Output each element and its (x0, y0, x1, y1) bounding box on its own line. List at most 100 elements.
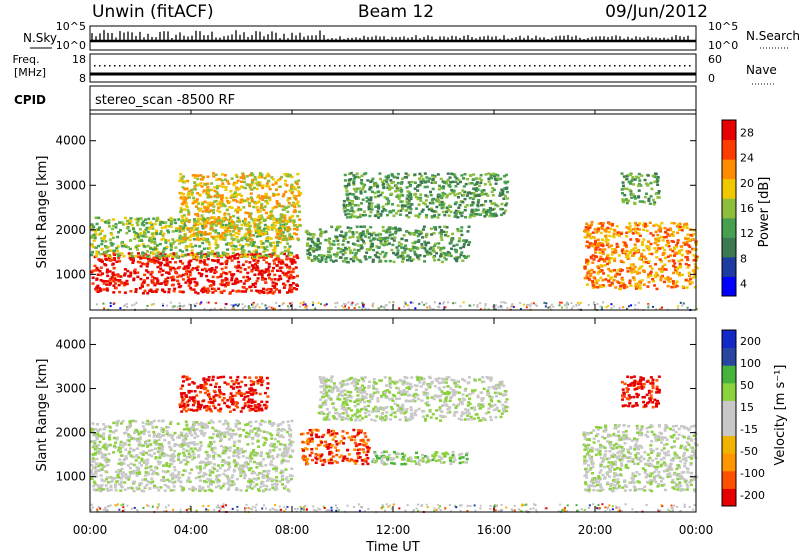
heatmap-cell (90, 234, 94, 238)
heatmap-cell (629, 193, 633, 196)
heatmap-cell (449, 241, 453, 244)
heatmap-cell (640, 252, 644, 256)
heatmap-cell (373, 191, 377, 195)
heatmap-cell (271, 284, 275, 288)
heatmap-cell (203, 221, 207, 225)
heatmap-cell (307, 231, 311, 235)
heatmap-cell (232, 460, 236, 464)
heatmap-cell (228, 270, 232, 274)
heatmap-cell (254, 282, 258, 285)
heatmap-cell (672, 282, 676, 285)
heatmap-cell (225, 208, 229, 212)
heatmap-cell (232, 273, 236, 276)
heatmap-cell (692, 253, 696, 257)
heatmap-cell (364, 213, 368, 217)
heatmap-cell (642, 200, 646, 204)
heatmap-cell (671, 249, 675, 253)
heatmap-cell (308, 253, 312, 257)
heatmap-cell (431, 174, 435, 177)
noise-cell (442, 302, 445, 305)
heatmap-cell (614, 286, 618, 289)
heatmap-cell (612, 278, 616, 282)
heatmap-cell (277, 227, 281, 230)
noise-cell (492, 305, 495, 308)
heatmap-cell (122, 254, 126, 258)
heatmap-cell (360, 246, 364, 249)
heatmap-cell (633, 178, 637, 181)
heatmap-cell (373, 195, 377, 199)
heatmap-cell (600, 241, 604, 245)
heatmap-cell (123, 216, 127, 220)
heatmap-cell (234, 265, 238, 268)
heatmap-cell (316, 258, 320, 261)
freq-dot (364, 65, 366, 67)
heatmap-cell (245, 287, 249, 291)
noise-cell (261, 302, 264, 305)
noise-cell (622, 306, 625, 309)
heatmap-cell (443, 213, 447, 217)
heatmap-cell (693, 273, 697, 277)
noise-cell (423, 303, 426, 306)
heatmap-cell (258, 210, 262, 213)
heatmap-cell (222, 271, 226, 274)
heatmap-cell (369, 245, 373, 249)
heatmap-cell (220, 254, 224, 258)
heatmap-cell (142, 252, 146, 255)
heatmap-cell (251, 470, 255, 474)
colorbar-tick-label: 28 (740, 127, 754, 140)
heatmap-cell (386, 183, 390, 186)
heatmap-cell (212, 208, 216, 212)
heatmap-cell (208, 251, 212, 255)
heatmap-cell (109, 241, 113, 245)
heatmap-cell (441, 203, 445, 207)
heatmap-cell (686, 233, 690, 236)
heatmap-cell (284, 219, 288, 223)
heatmap-cell (204, 480, 208, 484)
heatmap-cell (135, 221, 139, 225)
heatmap-cell (630, 254, 634, 257)
heatmap-cell (424, 215, 428, 219)
heatmap-cell (240, 194, 244, 198)
heatmap-cell (282, 282, 286, 286)
heatmap-cell (217, 287, 221, 291)
heatmap-cell (616, 231, 620, 234)
heatmap-cell (179, 210, 183, 214)
heatmap-cell (169, 267, 173, 270)
noise-cell (599, 305, 602, 308)
heatmap-cell (250, 238, 254, 242)
heatmap-cell (190, 233, 194, 237)
heatmap-cell (281, 194, 285, 198)
heatmap-cell (601, 222, 605, 225)
heatmap-cell (203, 267, 207, 271)
heatmap-cell (168, 445, 172, 449)
heatmap-cell (504, 173, 508, 177)
heatmap-cell (198, 194, 202, 197)
freq-dot (579, 65, 581, 67)
heatmap-cell (93, 264, 97, 268)
heatmap-cell (340, 230, 344, 234)
heatmap-cell (259, 254, 263, 258)
heatmap-cell (195, 183, 199, 187)
heatmap-cell (604, 230, 608, 233)
heatmap-cell (280, 266, 284, 269)
heatmap-cell (129, 239, 133, 242)
heatmap-cell (325, 255, 329, 259)
heatmap-cell (182, 214, 186, 217)
heatmap-cell (97, 244, 101, 248)
noise-cell (548, 305, 551, 308)
heatmap-cell (383, 240, 387, 244)
heatmap-cell (190, 268, 194, 272)
freq-dot (629, 65, 631, 67)
heatmap-cell (310, 237, 314, 241)
heatmap-cell (184, 201, 188, 205)
heatmap-cell (141, 243, 145, 246)
heatmap-cell (295, 182, 299, 186)
heatmap-cell (252, 186, 256, 190)
heatmap-cell (191, 450, 195, 453)
heatmap-cell (431, 201, 435, 205)
heatmap-cell (285, 173, 289, 176)
heatmap-cell (378, 252, 382, 256)
heatmap-cell (412, 233, 416, 236)
heatmap-cell (183, 187, 187, 191)
